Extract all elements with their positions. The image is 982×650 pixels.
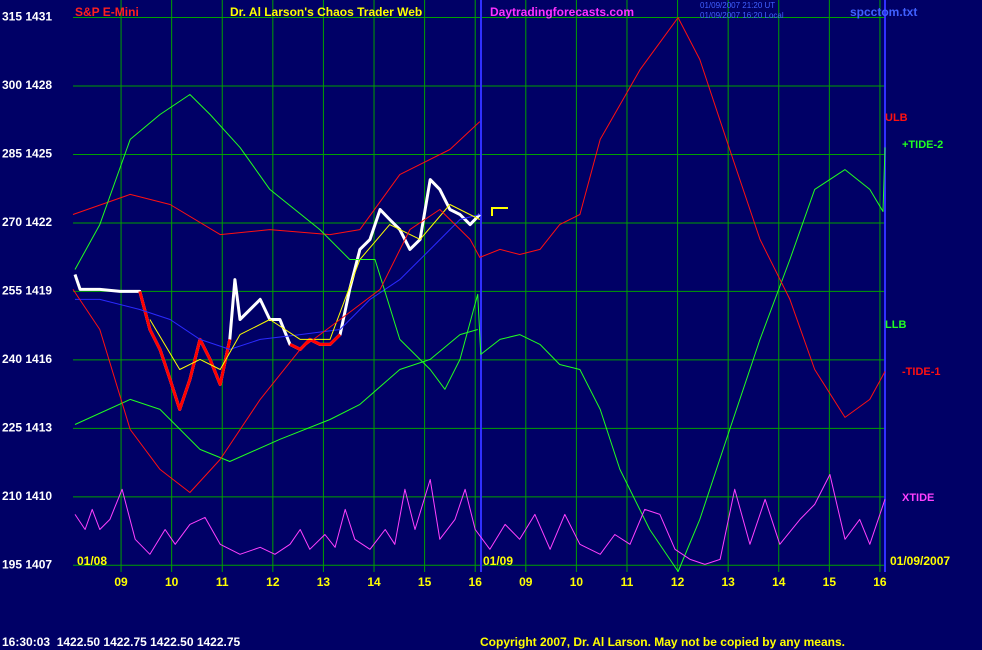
x-tick-label: 16: [873, 575, 887, 589]
y-tick-label: 210 1410: [2, 489, 52, 503]
status-bar: 16:30:03 1422.50 1422.75 1422.50 1422.75: [2, 635, 241, 649]
x-tick-label: 13: [721, 575, 735, 589]
date-label: 01/09: [483, 554, 513, 568]
instrument: S&P E-Mini: [75, 5, 139, 19]
series-line: [74, 474, 886, 565]
price-marker: [491, 207, 508, 216]
x-tick-label: 15: [418, 575, 432, 589]
website: Daytradingforecasts.com: [490, 5, 634, 19]
grid: [73, 0, 885, 572]
y-tick-label: 255 1419: [2, 284, 52, 298]
series-label: +TIDE-2: [902, 139, 943, 151]
series-label: ULB: [885, 112, 908, 124]
x-tick-label: 11: [216, 575, 229, 589]
x-tick-label: 09: [519, 575, 533, 589]
copyright: Copyright 2007, Dr. Al Larson. May not b…: [480, 635, 845, 649]
series-line: [138, 291, 342, 411]
series-label: -TIDE-1: [902, 366, 941, 378]
y-tick-label: 195 1407: [2, 557, 52, 571]
y-tick-label: 285 1425: [2, 147, 52, 161]
x-tick-label: 12: [671, 575, 685, 589]
labels: 315 1431 300 1428 285 1425 270 1422 255 1419…: [2, 10, 943, 589]
y-tick-label: 225 1413: [2, 421, 52, 435]
series-line: [149, 204, 481, 370]
series-line: [72, 17, 886, 493]
series-label: XTIDE: [902, 492, 934, 504]
date-label: 01/08: [77, 554, 107, 568]
x-tick-label: 09: [114, 575, 128, 589]
y-tick-label: 270 1422: [2, 215, 52, 229]
lines: [72, 17, 886, 572]
x-tick-label: 14: [772, 575, 786, 589]
series-line: [74, 329, 478, 462]
x-tick-label: 16: [469, 575, 483, 589]
chart-title: Dr. Al Larson's Chaos Trader Web: [230, 5, 422, 19]
timestamp: 01/09/2007 16:20 Local: [700, 11, 784, 20]
x-tick-label: 10: [165, 575, 179, 589]
x-tick-label: 10: [570, 575, 584, 589]
x-tick-label: 14: [367, 575, 381, 589]
y-tick-label: 315 1431: [2, 10, 52, 24]
x-tick-label: 11: [621, 575, 634, 589]
x-tick-label: 13: [317, 575, 331, 589]
x-tick-label: 12: [266, 575, 280, 589]
y-tick-label: 300 1428: [2, 78, 52, 92]
series-label: LLB: [885, 319, 906, 331]
series-line: [74, 94, 886, 572]
y-tick-label: 240 1416: [2, 352, 52, 366]
date-label: 01/09/2007: [890, 554, 950, 568]
series-line: [72, 121, 481, 236]
series-line: [75, 214, 480, 350]
x-tick-label: 15: [823, 575, 837, 589]
timestamp: 01/09/2007 21:20 UT: [700, 1, 775, 10]
file-name: spcctom.txt: [850, 5, 917, 19]
